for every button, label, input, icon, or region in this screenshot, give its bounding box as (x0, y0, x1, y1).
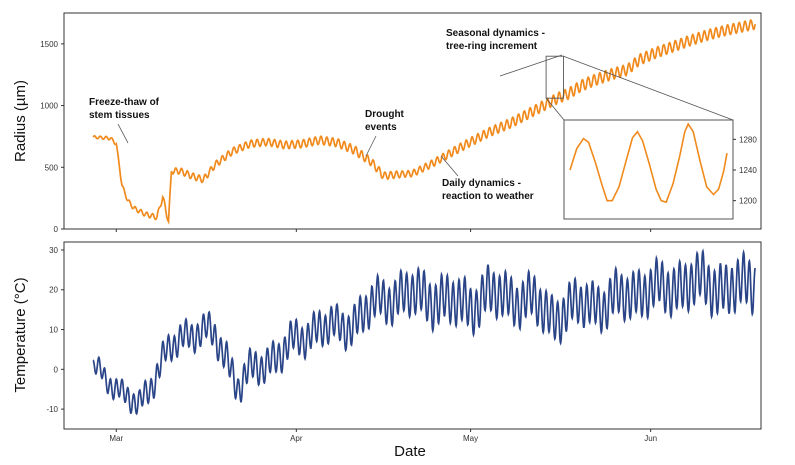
inset-connector-right (563, 55, 734, 121)
radius-y-tick-label: 500 (45, 163, 59, 172)
x-tick-label: Mar (109, 434, 123, 443)
annotation-freeze-thaw-pointer (117, 123, 129, 144)
inset-zoom-rectangle (545, 55, 564, 99)
annotation-daily-dynamics-line-2: reaction to weather (442, 191, 534, 202)
annotation-daily-dynamics-line-1: Daily dynamics - (442, 178, 521, 189)
inset-y-tick-label: 1280 (739, 135, 757, 144)
inset-series-line (569, 122, 728, 204)
annotation-seasonal-dynamics-line-1: Seasonal dynamics - (446, 28, 545, 39)
annotation-freeze-thaw-line-1: Freeze-thaw of (89, 97, 160, 108)
temperature-y-tick-label: 10 (49, 326, 58, 335)
radius-y-tick-label: 1500 (40, 40, 58, 49)
inset-y-tick-label: 1200 (739, 197, 757, 206)
annotation-daily-dynamics-pointer (440, 155, 459, 177)
x-axis-title: Date (394, 443, 426, 460)
annotation-daily-dynamics: Daily dynamics - reaction to weather (442, 178, 534, 202)
annotation-seasonal-dynamics-line-2: tree-ring increment (446, 41, 538, 52)
inset-y-ticks: 1200 1240 1280 (733, 135, 757, 206)
temperature-y-ticks: -10 0 10 20 30 (46, 246, 64, 414)
temperature-y-tick-label: 30 (49, 246, 58, 255)
date-x-ticks: Mar Apr May Jun (109, 229, 657, 443)
x-tick-label: May (463, 434, 478, 443)
annotation-freeze-thaw-line-2: stem tissues (89, 110, 150, 121)
annotation-drought-pointer (365, 135, 377, 157)
annotation-drought-line-2: events (365, 122, 397, 133)
annotation-freeze-thaw: Freeze-thaw of stem tissues (89, 97, 162, 121)
radius-series-line (92, 19, 757, 225)
annotation-drought: Drought events (365, 109, 407, 133)
inset-y-tick-label: 1240 (739, 166, 757, 175)
inset-frame (563, 119, 734, 220)
annotation-seasonal-dynamics-pointer (499, 54, 563, 77)
annotation-drought-line-1: Drought (365, 109, 405, 120)
radius-y-tick-label: 1000 (40, 102, 58, 111)
radius-panel-frame (63, 12, 762, 230)
temperature-y-axis-title: Temperature (°C) (12, 277, 29, 392)
temperature-y-tick-label: -10 (46, 405, 58, 414)
temperature-y-tick-label: 0 (54, 365, 59, 374)
radius-y-tick-label: 0 (54, 225, 59, 234)
x-tick-label: Apr (290, 434, 303, 443)
annotation-seasonal-dynamics: Seasonal dynamics - tree-ring increment (446, 28, 548, 52)
temperature-panel-frame (63, 241, 762, 430)
temperature-series-line (92, 248, 757, 416)
inset-connector-left (545, 97, 565, 121)
radius-y-ticks: 0 500 1000 1500 (40, 40, 64, 234)
x-tick-label: Jun (644, 434, 657, 443)
radius-y-axis-title: Radius (µm) (12, 80, 29, 162)
temperature-y-tick-label: 20 (49, 286, 58, 295)
